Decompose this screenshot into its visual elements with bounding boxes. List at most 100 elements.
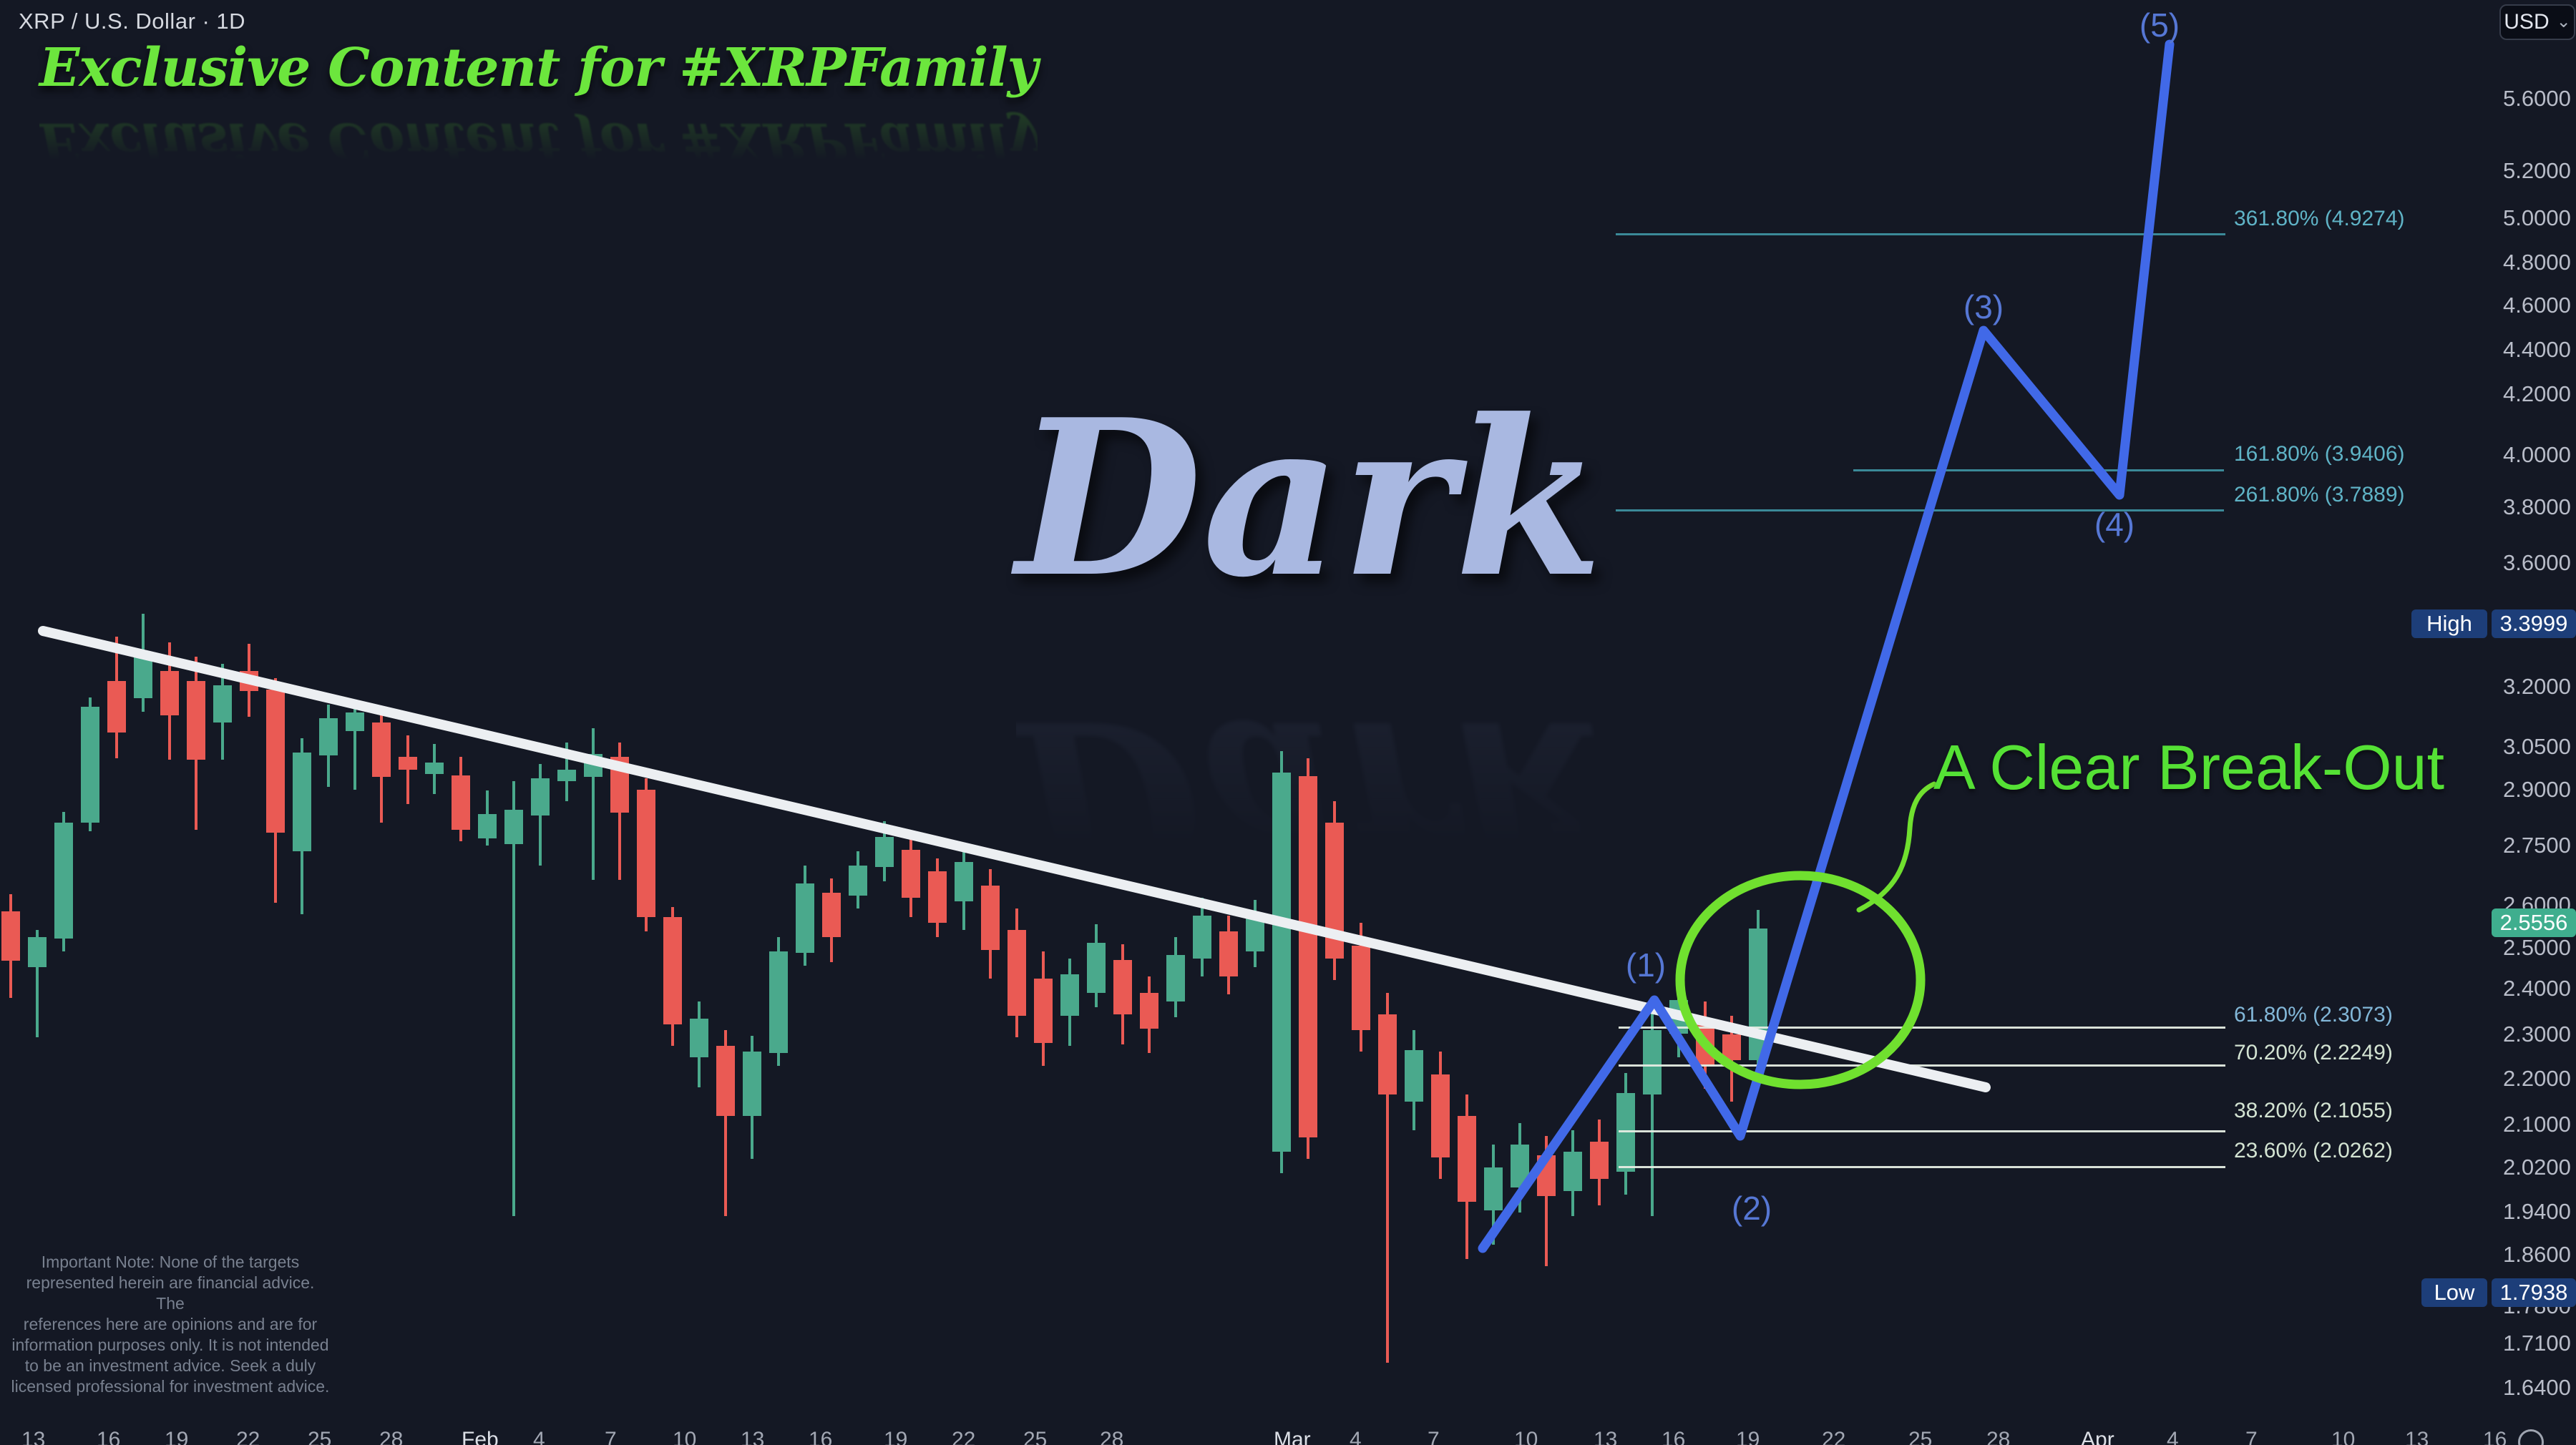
candle [425, 763, 444, 774]
candle [1484, 1167, 1503, 1210]
wave-count-label: (4) [2094, 506, 2135, 543]
time-axis-label: 7 [1428, 1428, 1440, 1445]
time-axis-label: Apr [2081, 1428, 2114, 1445]
price-axis-label: 2.5000 [2503, 935, 2571, 960]
time-axis-label: 16 [97, 1428, 121, 1445]
candle [187, 681, 205, 760]
candle [1378, 1014, 1397, 1094]
price-axis-label: 4.4000 [2503, 337, 2571, 362]
candle [822, 893, 841, 937]
candle-wick [1651, 1012, 1654, 1216]
time-axis-label: 19 [165, 1428, 189, 1445]
time-axis-label: 25 [1023, 1428, 1048, 1445]
high-value-badge: 3.3999 [2492, 609, 2576, 638]
time-axis-label: 28 [1986, 1428, 2011, 1445]
time-axis-label: 13 [21, 1428, 46, 1445]
candle [796, 883, 814, 953]
price-axis-label: 3.2000 [2503, 674, 2571, 699]
candle [1034, 979, 1053, 1043]
price-axis-label: 5.6000 [2503, 86, 2571, 111]
candle [107, 681, 126, 733]
time-axis-label: Mar [1274, 1428, 1311, 1445]
time-axis-label: 22 [236, 1428, 260, 1445]
candle-wick [353, 700, 356, 790]
candle [213, 685, 232, 722]
candle [1246, 917, 1264, 951]
breakout-arrow-curve [1856, 781, 1937, 913]
time-axis-label: 10 [1514, 1428, 1538, 1445]
candle [1431, 1074, 1450, 1157]
candle [716, 1046, 735, 1116]
watermark-text: Dark [1016, 372, 1604, 624]
fib-level-label: 161.80% (3.9406) [2234, 442, 2405, 466]
time-axis-label: 16 [1662, 1428, 1686, 1445]
low-label-badge: Low [2421, 1278, 2487, 1307]
candle [1113, 960, 1132, 1014]
breakout-annotation: A Clear Break-Out [1933, 732, 2445, 803]
candle [902, 850, 920, 898]
candle [875, 837, 894, 867]
candle-wick [512, 781, 515, 1216]
promo-heading: Exclusive Content for #XRPFamily [39, 37, 1038, 99]
price-axis-label: 1.8600 [2503, 1242, 2571, 1267]
candle [1, 911, 20, 961]
fib-level-line [1619, 1166, 2225, 1168]
candle [1087, 943, 1106, 993]
fib-level-line [1619, 1130, 2225, 1132]
candle [1643, 1030, 1662, 1094]
time-axis-label: 16 [2483, 1428, 2507, 1445]
candle [769, 951, 788, 1053]
candle [531, 778, 550, 815]
price-axis-label: 2.2000 [2503, 1066, 2571, 1091]
candle [28, 937, 47, 967]
candle [1272, 773, 1291, 1152]
price-axis-label: 3.0500 [2503, 734, 2571, 759]
wave-count-label: (2) [1731, 1190, 1772, 1227]
time-axis-label: 22 [952, 1428, 976, 1445]
descending-trendline [38, 626, 1991, 1092]
candle-wick [1386, 993, 1389, 1363]
price-axis-label: 3.8000 [2503, 494, 2571, 519]
time-axis-label: 28 [1100, 1428, 1124, 1445]
candle [955, 862, 973, 901]
candle [266, 690, 285, 833]
candle [478, 814, 497, 838]
price-axis-label: 1.6400 [2503, 1375, 2571, 1400]
candle [1193, 916, 1211, 959]
time-axis-label: 13 [2405, 1428, 2429, 1445]
candle [1166, 955, 1185, 1001]
time-axis-label: Feb [462, 1428, 499, 1445]
candle [81, 707, 99, 823]
high-label-badge: High [2411, 609, 2487, 638]
price-axis-label: 5.2000 [2503, 158, 2571, 183]
time-axis-label: 22 [1822, 1428, 1846, 1445]
candle [928, 871, 947, 923]
disclaimer-note: Important Note: None of the targets repr… [11, 1253, 330, 1396]
candle [160, 671, 179, 715]
time-axis-label: 4 [533, 1428, 545, 1445]
currency-selector[interactable]: USD ⌄ [2499, 4, 2575, 40]
candle [690, 1019, 708, 1057]
candle-wick [36, 930, 39, 1037]
price-axis-label: 2.0200 [2503, 1155, 2571, 1180]
fib-level-line [1619, 1064, 2225, 1067]
fib-level-label: 61.80% (2.3073) [2234, 1003, 2393, 1027]
candle [1722, 1034, 1741, 1060]
currency-selector-value: USD [2504, 10, 2550, 34]
candle [1008, 930, 1026, 1016]
candle [557, 770, 576, 781]
time-axis-label: 10 [2331, 1428, 2356, 1445]
fib-level-line [1853, 469, 2224, 471]
time-axis-label: 28 [379, 1428, 404, 1445]
candle [1405, 1050, 1423, 1102]
time-axis-label: 10 [673, 1428, 697, 1445]
price-axis-label: 2.1000 [2503, 1112, 2571, 1137]
candle [1299, 776, 1317, 1137]
candle-wick [724, 1030, 727, 1216]
candle [743, 1052, 761, 1116]
price-axis-label: 1.7100 [2503, 1331, 2571, 1356]
fib-level-line [1616, 509, 2224, 511]
candle [372, 722, 391, 777]
clock-icon[interactable] [2518, 1429, 2544, 1445]
